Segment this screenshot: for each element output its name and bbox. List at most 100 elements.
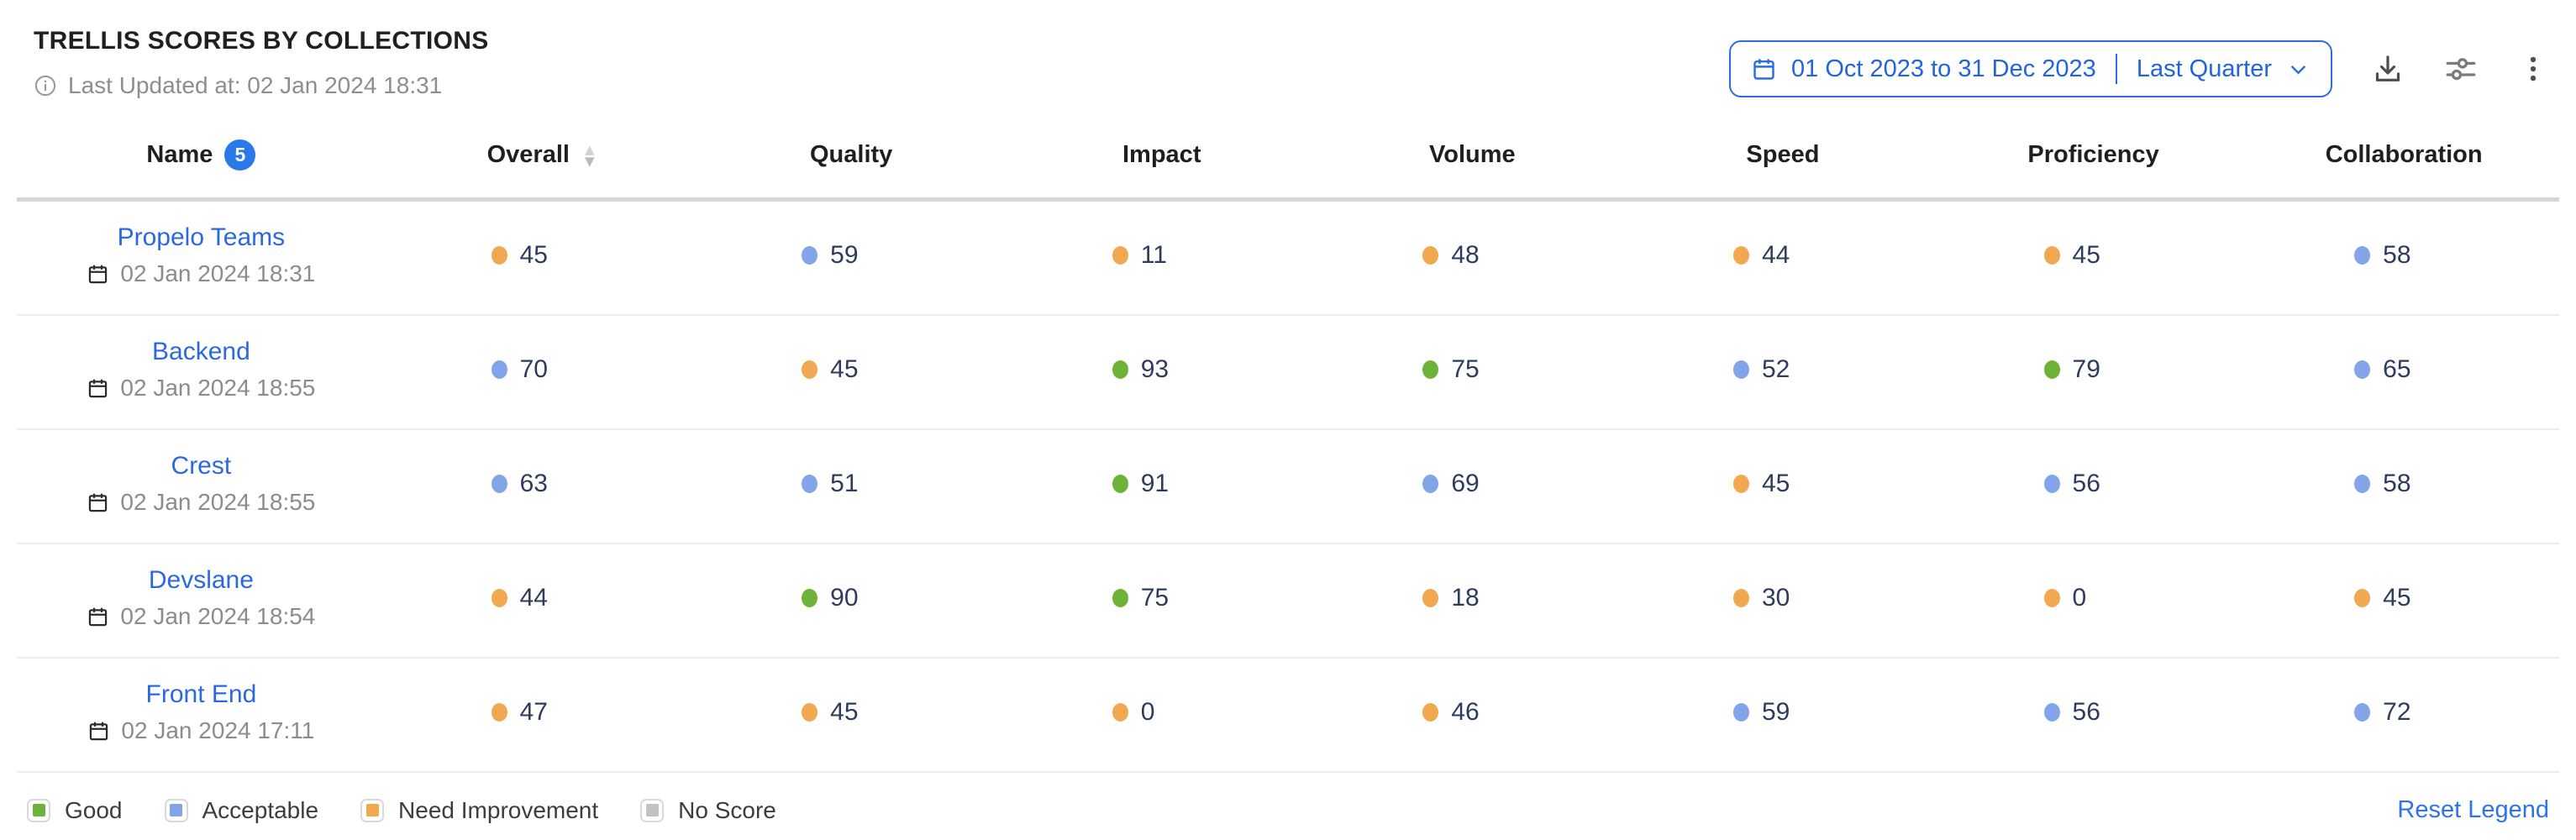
row-date: 02 Jan 2024 18:54 [120, 603, 316, 629]
collection-link[interactable]: Backend [152, 338, 250, 365]
score-overall: 63 [386, 470, 697, 498]
score-speed: 59 [1627, 698, 1938, 727]
trellis-scores-table: Name 5 Overall ▲ ▼ Quality Impact Volu [17, 119, 2559, 773]
row-count-badge: 5 [224, 139, 256, 171]
score-volume: 69 [1317, 470, 1628, 498]
legend-swatch-good [32, 804, 45, 816]
score-speed: 44 [1627, 241, 1938, 270]
row-date: 02 Jan 2024 18:31 [120, 260, 316, 286]
score-dot [1422, 360, 1439, 379]
filter-settings-button[interactable] [2443, 51, 2479, 87]
score-dot [2043, 475, 2060, 493]
score-dot [2354, 246, 2371, 265]
legend-swatch-need-improvement [365, 804, 379, 816]
legend-checkbox[interactable] [640, 798, 665, 822]
column-header-overall[interactable]: Overall ▲ ▼ [385, 119, 697, 202]
download-icon [2371, 52, 2405, 86]
score-dot [1112, 360, 1128, 379]
table-row: Backend 02 Jan 2024 18:55 70 45 93 75 52… [17, 315, 2559, 430]
legend-item-good[interactable]: Good [27, 797, 123, 824]
score-proficiency: 79 [1938, 355, 2249, 384]
chevron-down-icon [2286, 57, 2311, 81]
last-updated-line: Last Updated at: 02 Jan 2024 18:31 [34, 72, 489, 99]
score-overall: 70 [386, 355, 697, 384]
score-dot [1422, 475, 1439, 493]
score-volume: 48 [1317, 241, 1628, 270]
score-dot [2043, 360, 2060, 379]
column-header-quality: Quality [696, 119, 1007, 202]
score-proficiency: 45 [1938, 241, 2249, 270]
legend-checkbox[interactable] [27, 798, 50, 822]
score-dot [1732, 360, 1749, 379]
collection-link[interactable]: Crest [171, 452, 232, 480]
score-dot [1732, 246, 1749, 265]
calendar-icon [87, 606, 109, 628]
table-row: Crest 02 Jan 2024 18:55 63 51 91 69 45 5… [17, 429, 2559, 544]
score-collaboration: 65 [2248, 355, 2559, 384]
row-date: 02 Jan 2024 18:55 [120, 375, 316, 401]
column-header-collaboration: Collaboration [2248, 119, 2559, 202]
score-impact: 75 [1007, 584, 1317, 612]
score-dot [802, 360, 818, 379]
collection-link[interactable]: Propelo Teams [117, 223, 286, 251]
legend-checkbox[interactable] [360, 798, 385, 822]
date-range-label: 01 Oct 2023 to 31 Dec 2023 [1791, 55, 2096, 82]
score-collaboration: 58 [2248, 470, 2559, 498]
download-button[interactable] [2371, 52, 2405, 86]
column-header-name: Name 5 [17, 119, 386, 202]
score-collaboration: 72 [2248, 698, 2559, 727]
score-quality: 45 [696, 355, 1007, 384]
legend-item-acceptable[interactable]: Acceptable [164, 797, 318, 824]
legend-label: No Score [678, 796, 776, 823]
legend-item-need-improvement[interactable]: Need Improvement [360, 797, 598, 824]
more-menu-button[interactable] [2517, 53, 2549, 85]
score-impact: 93 [1007, 355, 1317, 384]
score-dot [2354, 589, 2371, 607]
score-volume: 75 [1317, 355, 1628, 384]
row-date: 02 Jan 2024 17:11 [121, 717, 315, 743]
score-dot [1112, 589, 1128, 607]
score-speed: 52 [1627, 355, 1938, 384]
kebab-menu-icon [2517, 53, 2549, 85]
score-dot [2354, 703, 2371, 722]
score-dot [1422, 589, 1439, 607]
sort-icon[interactable]: ▲ ▼ [584, 141, 595, 169]
score-dot [2354, 475, 2371, 493]
date-range-picker[interactable]: 01 Oct 2023 to 31 Dec 2023 Last Quarter [1729, 40, 2332, 97]
score-impact: 11 [1007, 241, 1317, 270]
reset-legend-link[interactable]: Reset Legend [2397, 796, 2549, 823]
collection-link[interactable]: Devslane [148, 566, 254, 594]
calendar-icon [87, 377, 109, 400]
score-legend: Good Acceptable Need Improvement No Scor… [17, 773, 2559, 824]
column-header-impact: Impact [1006, 119, 1317, 202]
score-dot [1112, 246, 1128, 265]
table-header-row: Name 5 Overall ▲ ▼ Quality Impact Volu [17, 119, 2559, 202]
score-dot [491, 475, 507, 493]
column-header-proficiency: Proficiency [1937, 119, 2249, 202]
score-dot [1732, 475, 1749, 493]
score-overall: 47 [386, 698, 697, 727]
score-dot [1732, 703, 1749, 722]
score-quality: 45 [696, 698, 1007, 727]
header-controls: 01 Oct 2023 to 31 Dec 2023 Last Quarter [1729, 40, 2549, 97]
score-impact: 91 [1007, 470, 1317, 498]
score-volume: 18 [1317, 584, 1628, 612]
score-dot [491, 360, 507, 379]
divider [2115, 54, 2117, 84]
score-speed: 45 [1627, 470, 1938, 498]
column-header-speed: Speed [1627, 119, 1938, 202]
legend-item-no-score[interactable]: No Score [640, 797, 776, 824]
legend-swatch-acceptable [170, 804, 182, 816]
last-updated-text: Last Updated at: 02 Jan 2024 18:31 [68, 72, 443, 98]
column-header-volume: Volume [1317, 119, 1628, 202]
legend-checkbox[interactable] [164, 798, 188, 822]
score-dot [1422, 703, 1439, 722]
score-volume: 46 [1317, 698, 1628, 727]
score-quality: 59 [696, 241, 1007, 270]
collection-link[interactable]: Front End [145, 680, 257, 708]
legend-swatch-no-score [645, 804, 659, 816]
score-dot [2043, 246, 2060, 265]
legend-label: Need Improvement [398, 796, 599, 823]
score-quality: 51 [696, 470, 1007, 498]
